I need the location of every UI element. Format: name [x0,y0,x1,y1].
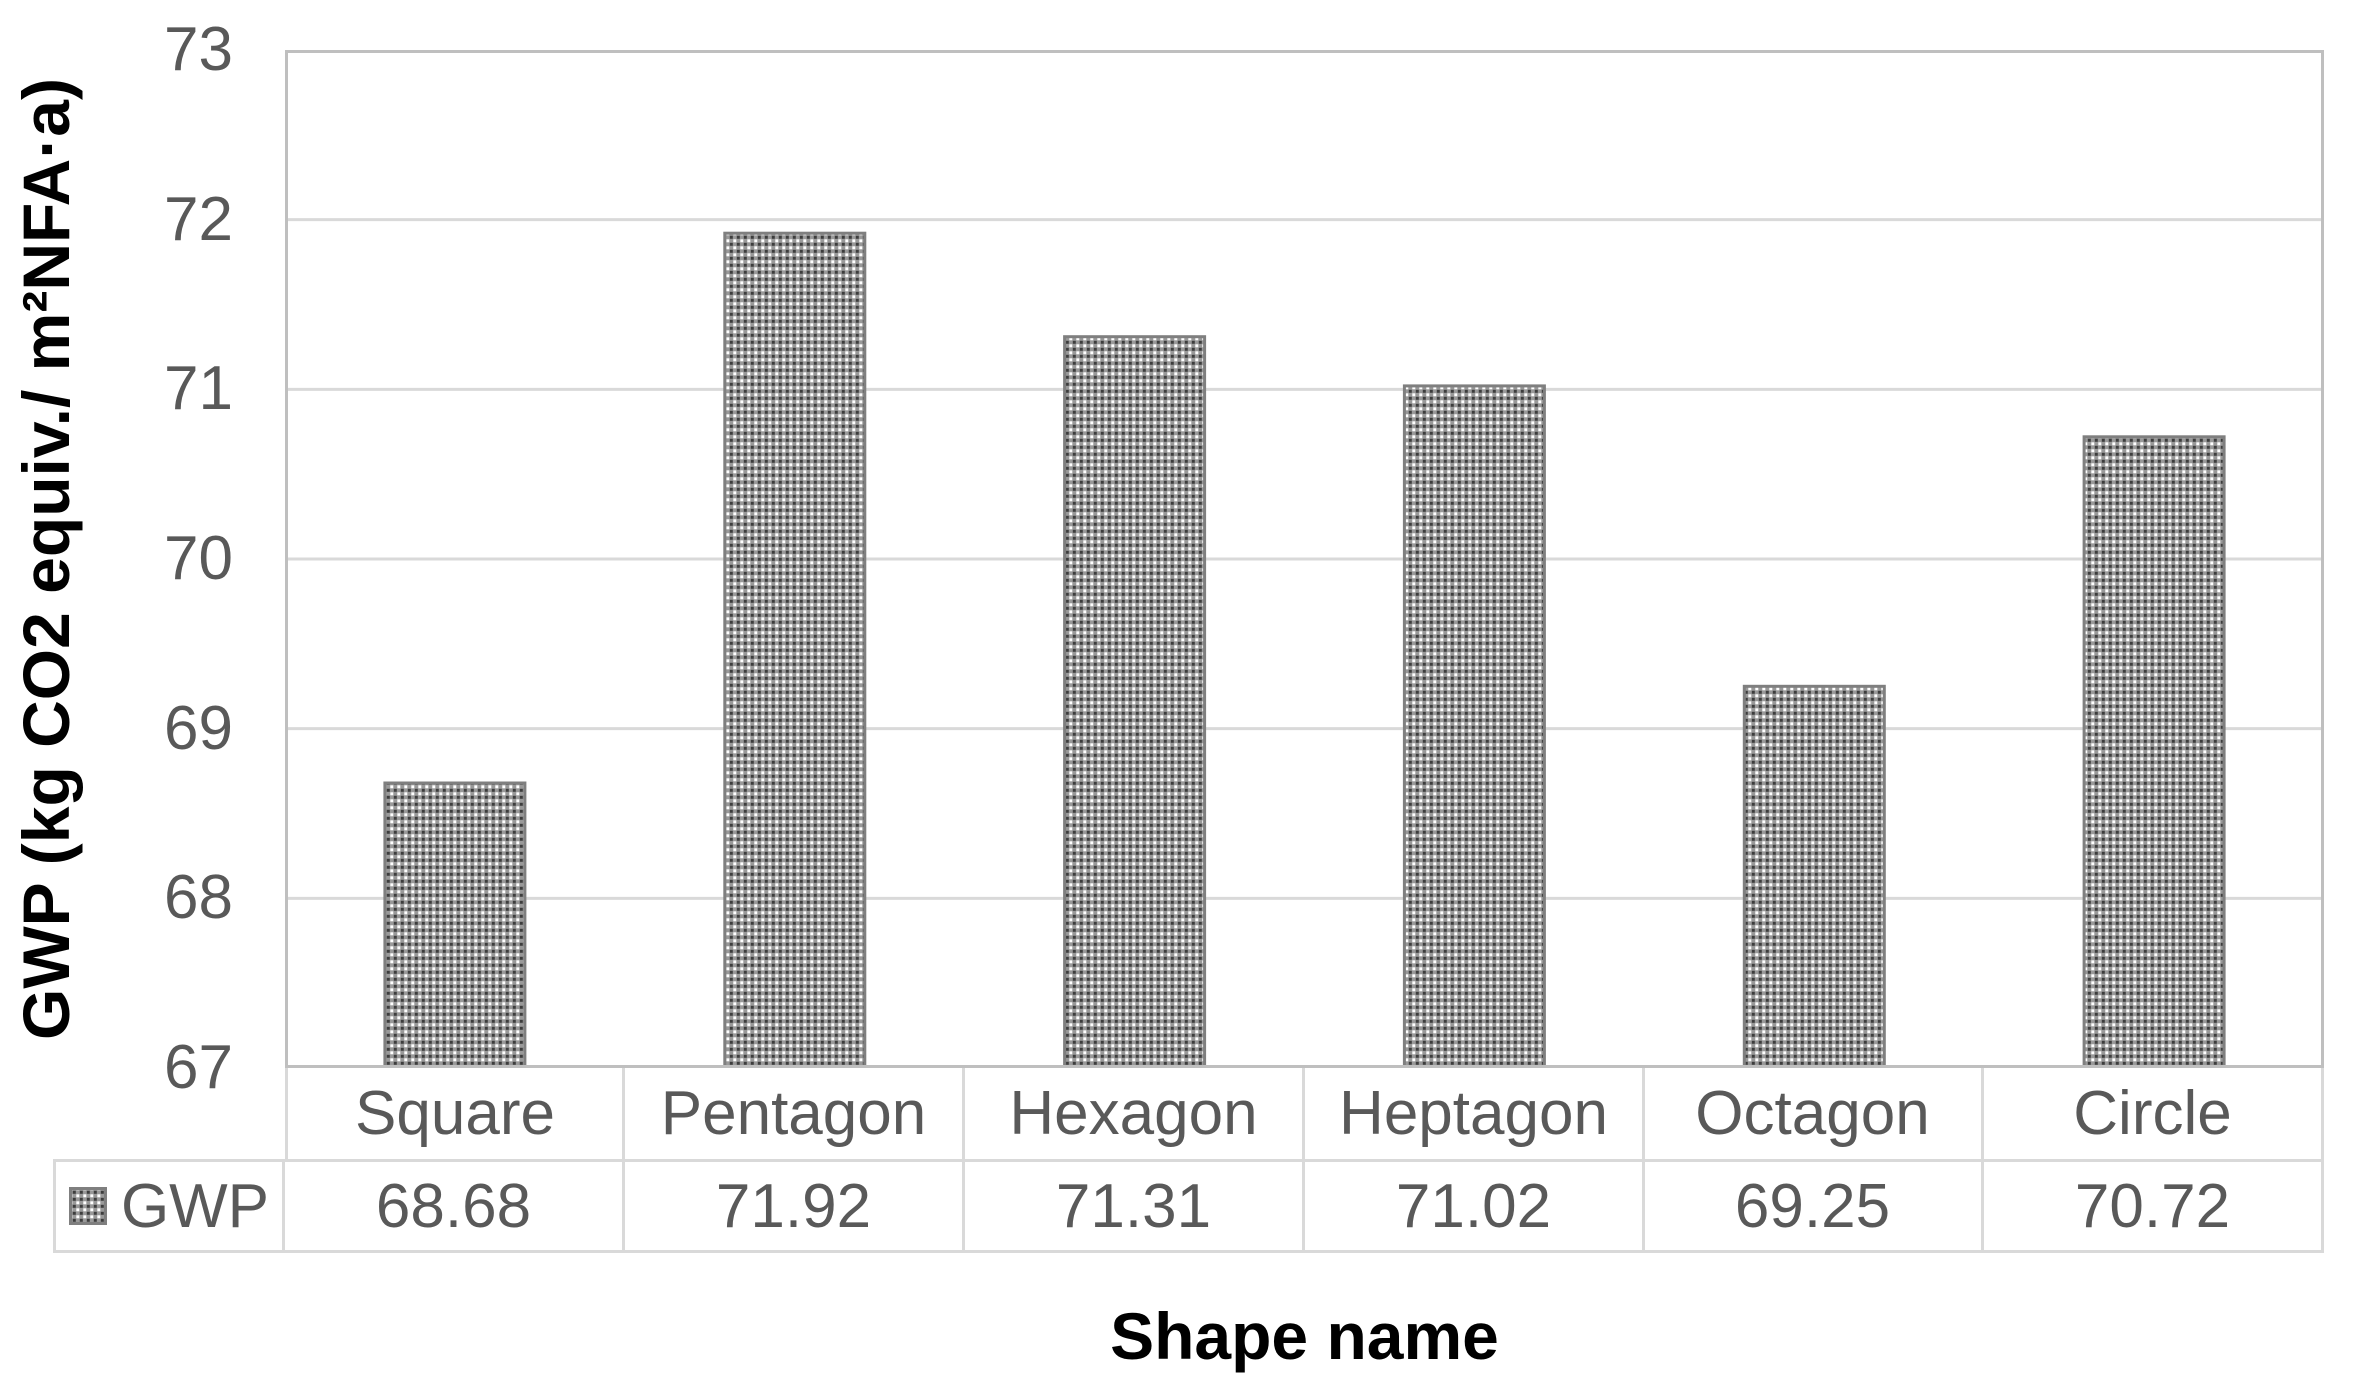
bar-heptagon [1402,384,1546,1068]
category-label-circle: Circle [1984,1068,2324,1159]
table-value-hexagon: 71.31 [965,1159,1305,1253]
bar-hexagon [1063,335,1207,1068]
bar-circle [2082,435,2226,1068]
bar-square [383,781,527,1068]
y-tick-label: 73 [164,15,233,84]
y-tick-label: 72 [164,184,233,254]
table-value-circle: 70.72 [1984,1159,2324,1253]
category-label-square: Square [285,1068,625,1159]
category-label-pentagon: Pentagon [625,1068,965,1159]
plot-area [285,50,2324,1068]
gridlines [285,218,2324,900]
category-label-heptagon: Heptagon [1305,1068,1645,1159]
y-tick-label: 68 [164,863,233,933]
y-tick-label: 70 [164,524,233,593]
y-tick-label: 69 [164,693,233,763]
bar-octagon [1742,684,1886,1068]
plot-border [285,50,2324,1068]
x-axis-title: Shape name [1110,1299,1499,1373]
table-value-heptagon: 71.02 [1305,1159,1645,1253]
table-value-pentagon: 71.92 [625,1159,965,1253]
y-tick-label: 71 [164,354,233,424]
legend-cell: GWP [53,1159,285,1253]
legend-series-label: GWP [120,1171,270,1241]
bars [383,231,2226,1068]
y-tick-label: 67 [164,1033,233,1102]
category-label-hexagon: Hexagon [965,1068,1305,1159]
category-label-octagon: Octagon [1644,1068,1984,1159]
bar-pentagon [723,231,867,1068]
table-value-octagon: 69.25 [1644,1159,1984,1253]
table-value-square: 68.68 [285,1159,625,1253]
legend-swatch-icon [68,1187,107,1225]
